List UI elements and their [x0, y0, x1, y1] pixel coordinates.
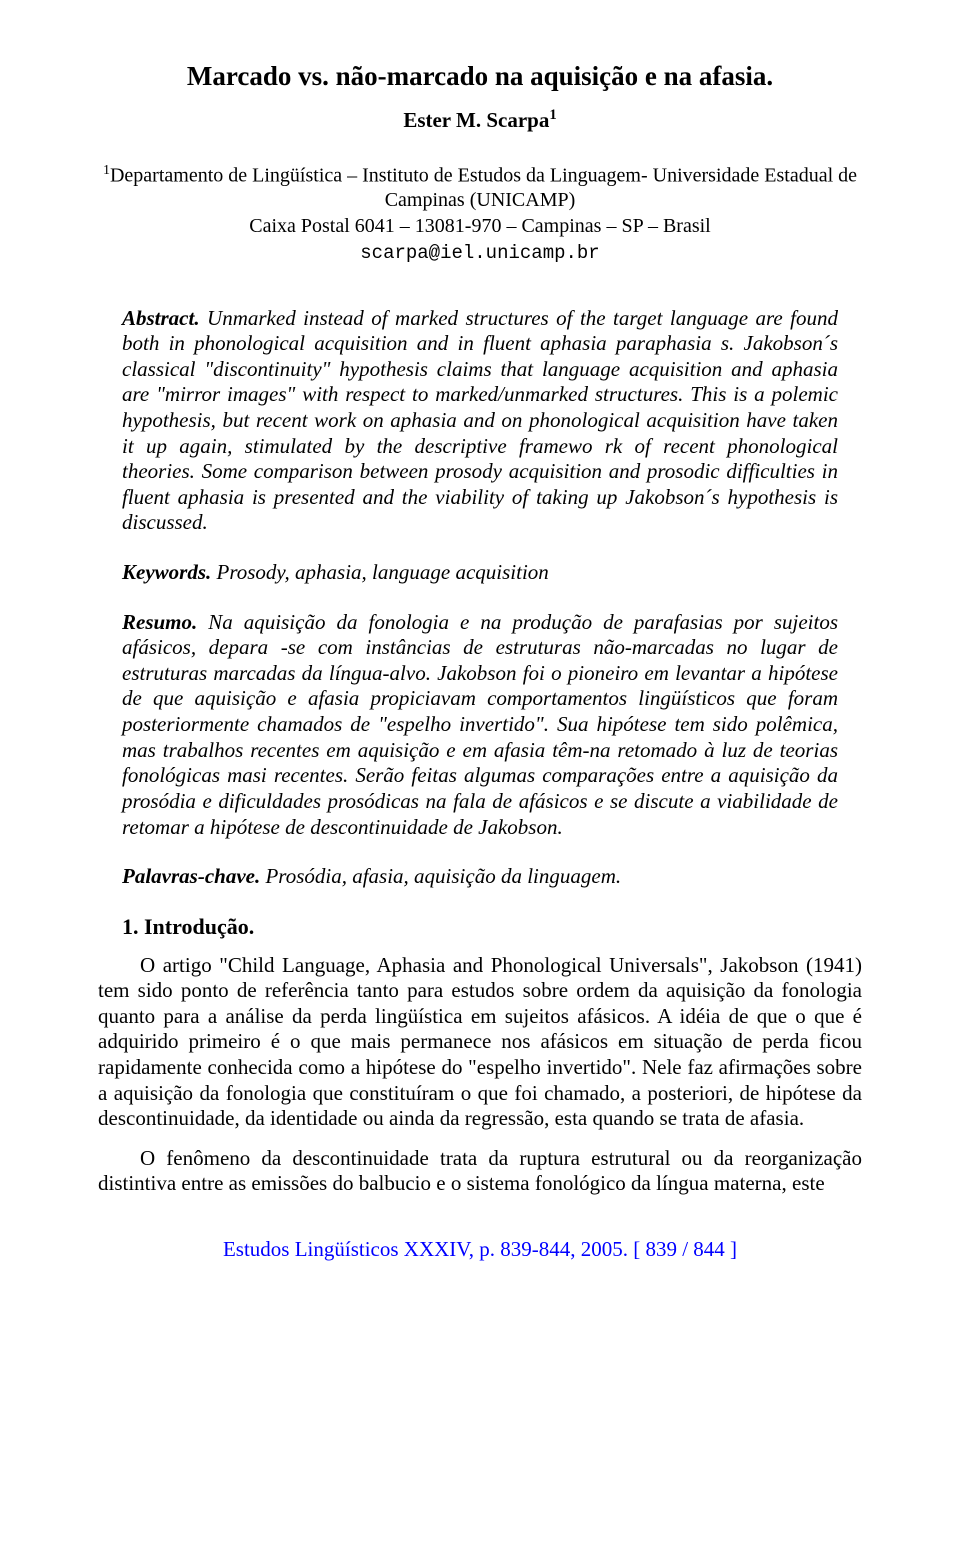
- section-1-heading: 1. Introdução.: [122, 914, 838, 941]
- palavras-label: Palavras-chave.: [122, 864, 260, 888]
- section-1-para-2: O fenômeno da descontinuidade trata da r…: [98, 1146, 862, 1197]
- keywords-label: Keywords.: [122, 560, 211, 584]
- page-footer: Estudos Lingüísticos XXXIV, p. 839-844, …: [98, 1237, 862, 1263]
- palavras-block: Palavras-chave. Prosódia, afasia, aquisi…: [122, 864, 838, 890]
- palavras-text: Prosódia, afasia, aquisição da linguagem…: [265, 864, 621, 888]
- affiliation-text-1: Departamento de Lingüística – Instituto …: [110, 164, 857, 210]
- affiliation-line-2: Caixa Postal 6041 – 13081-970 – Campinas…: [98, 214, 862, 238]
- resumo-text: Na aquisição da fonologia e na produção …: [122, 610, 838, 839]
- author-name: Ester M. Scarpa: [403, 108, 549, 132]
- author-line: Ester M. Scarpa1: [98, 107, 862, 134]
- resumo-label: Resumo.: [122, 610, 197, 634]
- affiliation-line-1: 1Departamento de Lingüística – Instituto…: [98, 162, 862, 212]
- abstract-block: Abstract. Unmarked instead of marked str…: [122, 306, 838, 536]
- paper-title: Marcado vs. não-marcado na aquisição e n…: [98, 60, 862, 93]
- section-1-para-1: O artigo "Child Language, Aphasia and Ph…: [98, 953, 862, 1132]
- author-sup: 1: [549, 107, 556, 123]
- keywords-block: Keywords. Prosody, aphasia, language acq…: [122, 560, 838, 586]
- author-email: scarpa@iel.unicamp.br: [98, 242, 862, 265]
- abstract-text: Unmarked instead of marked structures of…: [122, 306, 838, 535]
- abstract-label: Abstract.: [122, 306, 200, 330]
- resumo-block: Resumo. Na aquisição da fonologia e na p…: [122, 610, 838, 840]
- affiliation-sup: 1: [103, 163, 110, 178]
- keywords-text: Prosody, aphasia, language acquisition: [217, 560, 549, 584]
